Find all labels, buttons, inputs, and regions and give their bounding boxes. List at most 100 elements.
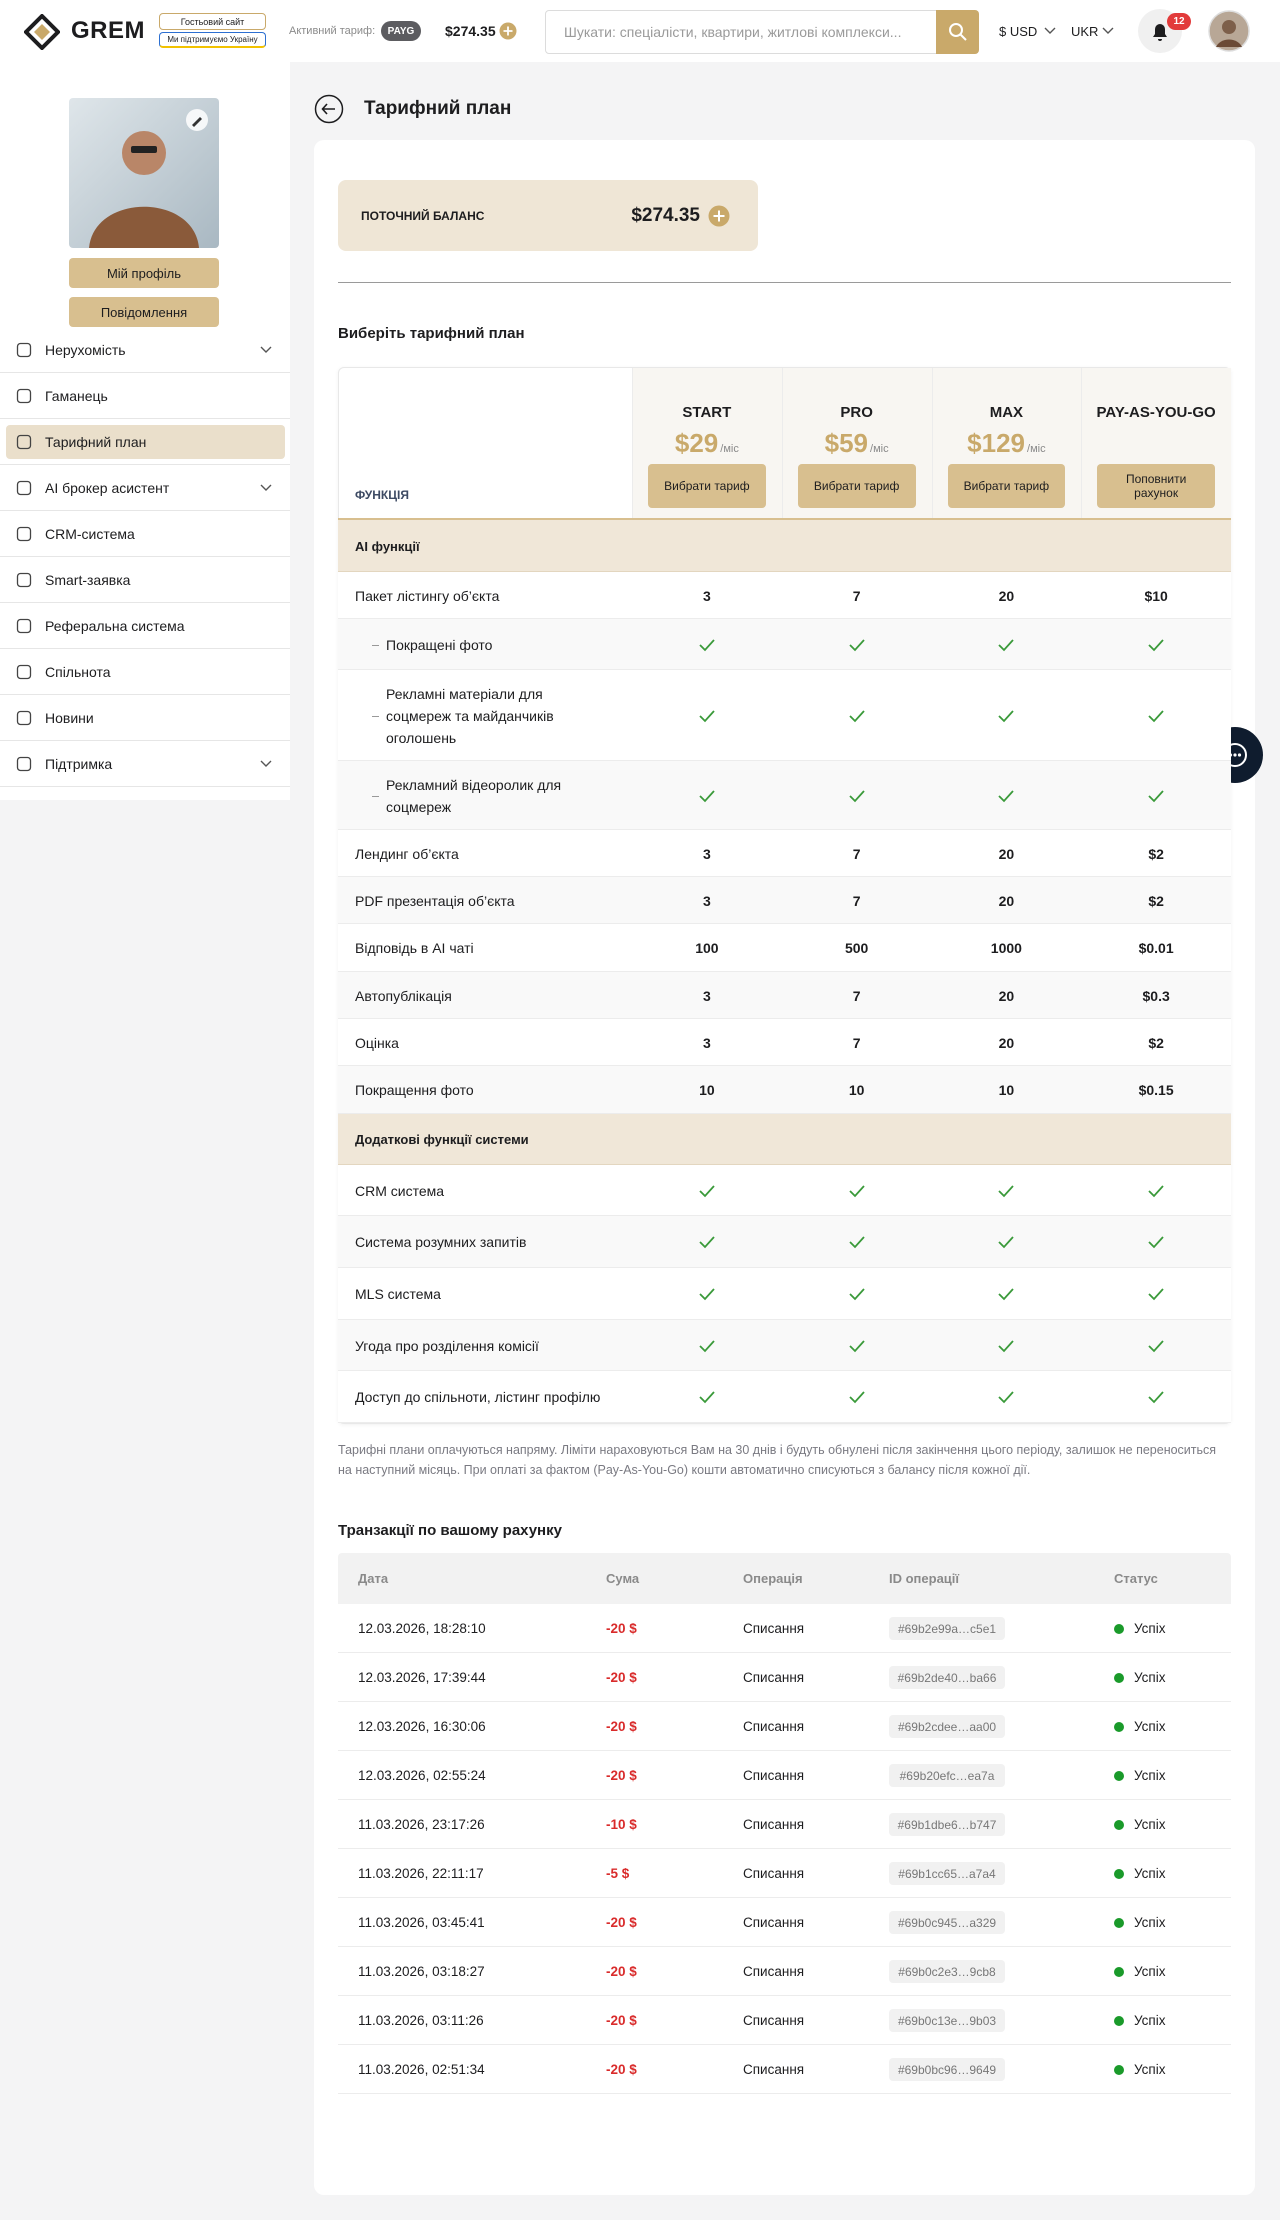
transaction-amount: -20 $ — [606, 1670, 637, 1685]
menu-divider — [0, 740, 290, 741]
balance-value: $274.35 — [631, 205, 700, 226]
table-row — [338, 1066, 1231, 1114]
search-input[interactable]: Шукати: спеціалісти, квартири, житлові к… — [545, 10, 937, 54]
divider — [338, 282, 1231, 283]
menu-icon — [16, 710, 32, 726]
feature-label: Рекламні матеріали для соцмереж та майда… — [386, 685, 554, 746]
feature-label: Покращення фото — [355, 1082, 474, 1098]
check-icon — [1148, 1288, 1164, 1301]
menu-item[interactable]: CRM-система — [45, 526, 135, 542]
menu-active-bg — [6, 425, 285, 459]
add-balance-icon — [708, 205, 730, 227]
active-tariff-pill: PAYG — [381, 21, 421, 41]
check-icon — [998, 709, 1015, 722]
header-border — [338, 518, 1231, 520]
check-icon — [848, 1339, 865, 1352]
check-icon — [699, 1236, 715, 1249]
plan-value: 7 — [852, 892, 861, 909]
transaction-id: #69b0c2e3…9cb8 — [889, 1960, 1005, 1983]
transaction-row — [338, 1604, 1231, 1653]
feature-label: Угода про розділення комісії — [355, 1337, 539, 1354]
check-icon — [699, 1288, 715, 1301]
menu-item[interactable]: Smart-заявка — [45, 572, 131, 588]
transaction-row — [338, 1898, 1231, 1947]
feature-label: Відповідь в AI чаті — [355, 940, 474, 956]
feature-label: CRM система — [355, 1182, 445, 1199]
transaction-id: #69b2de40…ba66 — [889, 1666, 1005, 1689]
menu-item[interactable]: Підтримка — [45, 756, 113, 772]
header-balance: $274.35 — [445, 23, 496, 39]
plan-value: $0.15 — [1138, 1082, 1174, 1098]
transaction-row — [338, 2045, 1231, 2094]
plan-price-amount: $59 — [824, 428, 869, 458]
plan-button[interactable]: Вибрати тариф — [947, 464, 1066, 508]
menu-divider — [0, 372, 290, 373]
menu-item[interactable]: AI брокер асистент — [45, 480, 170, 496]
column-header: Дата — [358, 1571, 389, 1586]
plan-value: 3 — [702, 845, 711, 862]
currency-select[interactable]: $ USD — [999, 23, 1038, 39]
plan-value: 20 — [998, 987, 1015, 1004]
menu-icon — [16, 342, 32, 358]
search-button[interactable] — [936, 10, 979, 54]
transaction-amount: -20 $ — [606, 1768, 637, 1783]
menu-item[interactable]: Тарифний план — [45, 434, 147, 450]
menu-item[interactable]: Новини — [45, 710, 94, 726]
transaction-date: 11.03.2026, 03:18:27 — [358, 1964, 485, 1979]
transaction-id: #69b1cc65…a7a4 — [889, 1862, 1005, 1885]
plan-value: 20 — [998, 587, 1015, 604]
plan-value: 20 — [998, 1034, 1015, 1051]
menu-icon — [16, 388, 32, 404]
menu-item[interactable]: Гаманець — [45, 388, 108, 404]
section-row — [338, 520, 1231, 572]
plan-value: 100 — [695, 940, 719, 956]
transaction-id: #69b1dbe6…b747 — [889, 1813, 1005, 1836]
section-row — [338, 1114, 1231, 1165]
guest-site-badge[interactable]: Гостьовий сайт — [159, 13, 266, 30]
check-icon — [998, 1236, 1015, 1249]
menu-item[interactable]: Реферальна система — [45, 618, 185, 634]
plan-button[interactable]: Вибрати тариф — [797, 464, 916, 508]
plan-value: 7 — [852, 845, 861, 862]
menu-divider — [0, 464, 290, 465]
plan-name: PAY-AS-YOU-GO — [1096, 403, 1216, 421]
check-icon — [1148, 709, 1164, 722]
plan-button[interactable]: Поповнити рахунок — [1097, 464, 1215, 508]
sidebar-button[interactable]: Мій профіль — [69, 258, 219, 288]
transaction-status: Успіх — [1134, 1915, 1166, 1930]
transaction-date: 12.03.2026, 17:39:44 — [358, 1670, 486, 1685]
table-row — [338, 972, 1231, 1019]
menu-item[interactable]: Спільнота — [45, 664, 111, 680]
sidebar-button[interactable]: Повідомлення — [69, 297, 219, 327]
transaction-status: Успіх — [1134, 1964, 1166, 1979]
menu-item[interactable]: Нерухомість — [45, 342, 126, 358]
chevron — [260, 760, 272, 767]
back-button[interactable] — [314, 94, 344, 124]
transaction-operation: Списання — [743, 1964, 805, 1979]
table-row — [338, 877, 1231, 924]
plan-value: 20 — [998, 892, 1015, 909]
menu-icon — [16, 526, 32, 542]
plan-value: 500 — [844, 940, 869, 956]
transaction-operation: Списання — [743, 2013, 805, 2028]
plan-value: 10 — [848, 1082, 865, 1098]
transaction-amount: -20 $ — [606, 1719, 637, 1734]
plan-value: 7 — [852, 987, 861, 1004]
table-row — [338, 1216, 1231, 1268]
transaction-status: Успіх — [1134, 1719, 1166, 1734]
plan-price-period: /міс — [1027, 443, 1046, 455]
language-select[interactable]: UKR — [1071, 23, 1099, 39]
check-icon — [998, 1339, 1015, 1352]
transactions-header — [338, 1553, 1231, 1604]
check-icon — [848, 638, 865, 651]
plan-value: 7 — [852, 587, 861, 604]
menu-icon — [16, 572, 32, 588]
feature-label: Система розумних запитів — [355, 1234, 527, 1250]
transaction-date: 12.03.2026, 02:55:24 — [358, 1768, 486, 1783]
table-row — [338, 830, 1231, 877]
plan-value: 3 — [702, 892, 711, 909]
menu-divider — [0, 648, 290, 649]
plan-button[interactable]: Вибрати тариф — [648, 464, 766, 508]
check-icon — [848, 1184, 865, 1197]
